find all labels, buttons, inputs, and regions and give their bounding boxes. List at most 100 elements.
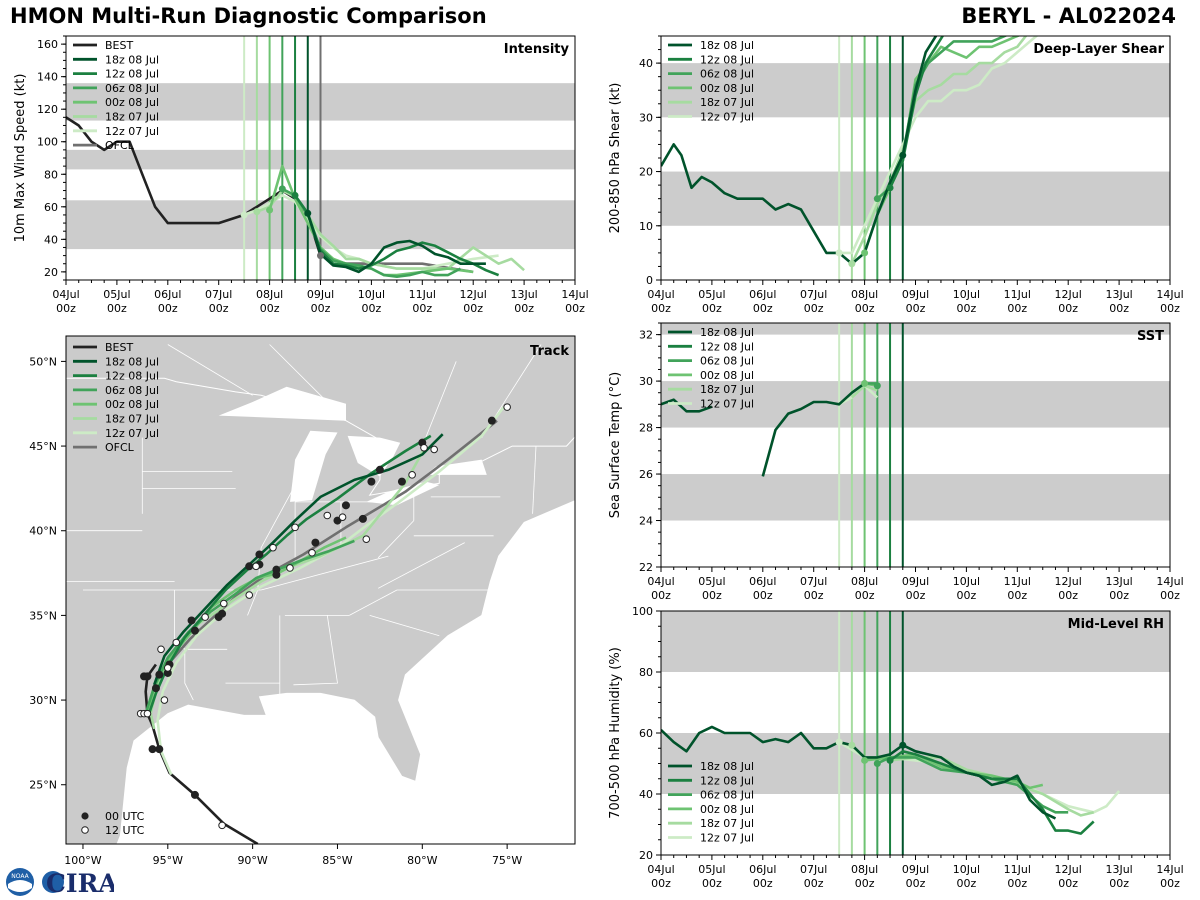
series-line [256,189,525,272]
init-marker [291,191,299,199]
legend-label: 00z 08 Jul [105,398,159,411]
track-point-00utc [218,609,227,618]
track-point-00utc [187,616,196,625]
track-point-12utc [172,638,181,647]
x-tick-label: 10Jul [358,288,385,301]
legend-label: 00z 08 Jul [700,369,754,382]
track-line [144,539,355,714]
x-tick-label: 00z [753,302,773,315]
legend-label: 18z 07 Jul [105,111,159,124]
great-lake [347,435,401,477]
init-marker [848,741,856,749]
legend-label: BEST [105,39,133,52]
x-tick-label: 06Jul [749,863,776,876]
state-border [269,344,338,413]
x-tick-label: 00z [651,877,671,890]
track-point-12utc [430,445,438,454]
x-tick-label: 11Jul [1004,575,1031,588]
x-tick-label: 00z [412,302,432,315]
init-marker [304,209,312,217]
lat-tick-label: 40°N [29,525,57,538]
x-tick-label: 00z [1007,302,1027,315]
legend-label: 06z 08 Jul [105,384,159,397]
legend-label: 06z 08 Jul [700,789,754,802]
track-point-12utc [219,599,228,608]
x-tick-label: 00z [1109,302,1129,315]
x-tick-label: 06Jul [749,288,776,301]
threshold-band [661,474,1170,521]
y-axis-label: 700-500 hPa Humidity (%) [608,647,623,819]
great-lake [290,430,338,502]
x-tick-label: 00z [1058,589,1078,602]
state-border [247,488,294,616]
y-tick-label: 140 [37,71,58,84]
track-point-12utc [408,471,416,479]
lon-tick-label: 85°W [322,854,352,867]
track-point-12utc [286,564,294,572]
legend-label: 18z 07 Jul [700,96,754,109]
init-marker [873,195,881,203]
x-tick-label: 09Jul [902,863,929,876]
panel-track: 100°W 95°W 90°W 85°W 80°W 75°W 25°N 30°N 35°N 40°… [29,335,576,867]
x-tick-label: 00z [702,877,722,890]
track-point-12utc [143,709,152,718]
x-tick-label: 00z [855,302,875,315]
legend-label: 12z 07 Jul [700,398,754,411]
plot-background [661,323,1170,567]
y-tick-label: 160 [37,38,58,51]
state-border [421,361,457,447]
init-marker [861,249,869,257]
x-tick-label: 13Jul [1105,575,1132,588]
track-point-00utc [367,477,376,486]
track-point-00utc [272,565,281,574]
x-tick-label: 00z [107,302,127,315]
x-tick-label: 00z [906,877,926,890]
storm-title: BERYL - AL022024 [961,4,1176,28]
figure-title: HMON Multi-Run Diagnostic Comparison [10,4,487,28]
x-tick-label: 00z [906,589,926,602]
x-tick-label: 05Jul [103,288,130,301]
lon-tick-label: 80°W [407,854,437,867]
legend-label: 18z 08 Jul [105,53,159,66]
track-line [166,419,498,666]
track-point-00utc [358,514,367,523]
x-tick-label: 00z [362,302,382,315]
state-border [532,446,537,514]
series-line [294,194,500,277]
legend-label: 06z 08 Jul [700,355,754,368]
series-line [889,749,1095,835]
x-tick-label: 05Jul [698,288,725,301]
track-point-00utc [245,562,254,571]
track-line [152,433,444,686]
panel-sst: 04Jul00z05Jul00z06Jul00z07Jul00z08Jul00z… [608,322,1184,602]
legend-label: 12z 08 Jul [105,370,159,383]
legend-00utc-marker [81,812,89,820]
y-tick-label: 40 [639,57,653,70]
x-tick-label: 10Jul [953,288,980,301]
series-line [306,212,486,274]
init-marker [873,760,881,767]
y-tick-label: 10 [639,220,653,233]
plot-area [66,36,575,280]
x-tick-label: 00z [702,589,722,602]
legend-label: 12z 08 Jul [700,774,754,787]
y-tick-label: 30 [639,111,653,124]
plot-area [661,611,1170,855]
track-point-00utc [397,477,406,486]
cira-logo-text: CIRA [46,869,114,898]
x-tick-label: 00z [1160,302,1180,315]
x-tick-label: 00z [906,302,926,315]
init-marker [899,151,907,159]
x-tick-label: 04Jul [647,863,674,876]
legend-label: BEST [105,341,133,354]
track-point-00utc [375,465,384,474]
track-point-12utc [157,645,165,654]
x-tick-label: 05Jul [698,575,725,588]
series-line [839,36,1039,255]
legend-00utc-label: 00 UTC [105,810,145,823]
x-tick-label: 00z [702,302,722,315]
x-tick-label: 09Jul [902,288,929,301]
